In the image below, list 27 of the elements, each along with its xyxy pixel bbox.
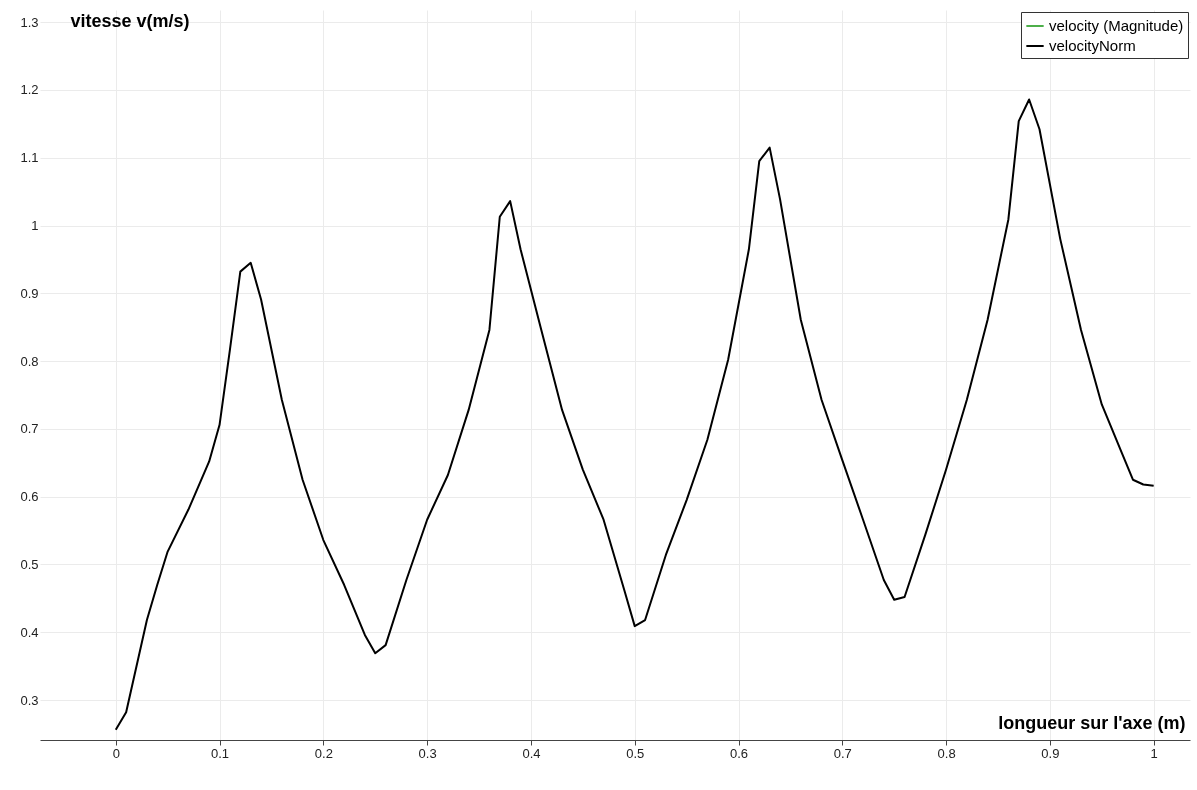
x-tick-label: 0.6 [729, 745, 749, 761]
x-axis-title: longueur sur l'axe (m) [998, 712, 1186, 733]
y-tick-label: 0.4 [20, 624, 39, 640]
legend-label: velocity (Magnitude) [1049, 17, 1184, 34]
x-tick-label: 0.4 [522, 745, 541, 761]
y-tick-label: 1.2 [20, 82, 39, 98]
legend-label: velocityNorm [1049, 37, 1136, 54]
line-series [114, 98, 1155, 731]
y-tick-label: 0.3 [20, 692, 39, 708]
y-tick-label: 0.9 [20, 285, 39, 301]
x-tick-label: 0.3 [418, 745, 437, 761]
y-tick-label: 1 [31, 218, 39, 234]
y-tick-label: 1.1 [20, 150, 39, 166]
y-tick-label: 1.3 [20, 14, 39, 30]
x-tick-label: 0.5 [626, 745, 645, 761]
x-tick-label: 0.1 [211, 745, 230, 761]
y-axis-title: vitesse v(m/s) [70, 10, 190, 31]
x-tick-label: 0.8 [937, 745, 956, 761]
y-tick-label: 0.6 [20, 489, 39, 505]
x-tick-label: 0 [112, 745, 120, 761]
y-tick-label: 0.8 [20, 353, 39, 369]
x-tick-label: 1 [1150, 745, 1158, 761]
x-tick-label: 0.9 [1041, 745, 1060, 761]
y-tick-label: 0.7 [20, 421, 39, 437]
x-tick-label: 0.7 [833, 745, 852, 761]
x-tick-label: 0.2 [314, 745, 333, 761]
y-tick-label: 0.5 [20, 556, 39, 572]
